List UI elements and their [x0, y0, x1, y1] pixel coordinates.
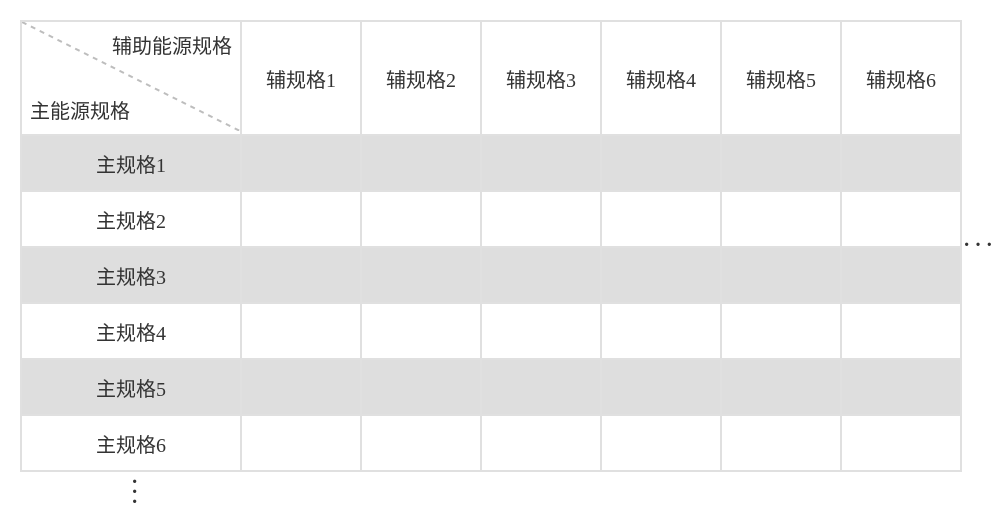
row-header: 主规格2 [21, 191, 241, 247]
cell [361, 303, 481, 359]
cell [481, 359, 601, 415]
cell [721, 303, 841, 359]
cell [721, 135, 841, 191]
col-header: 辅规格6 [841, 21, 961, 135]
cell [601, 135, 721, 191]
cell [241, 135, 361, 191]
table-row: 主规格1 [21, 135, 961, 191]
cell [361, 135, 481, 191]
more-rows-ellipsis-icon: ··· [130, 478, 980, 508]
cell [721, 415, 841, 471]
cell [241, 247, 361, 303]
corner-top-label: 辅助能源规格 [62, 30, 232, 59]
col-header: 辅规格3 [481, 21, 601, 135]
cell [241, 415, 361, 471]
cell [601, 359, 721, 415]
cell [481, 191, 601, 247]
row-header: 主规格5 [21, 359, 241, 415]
table-row: 主规格2 [21, 191, 961, 247]
col-header: 辅规格2 [361, 21, 481, 135]
cell [481, 247, 601, 303]
cell [841, 247, 961, 303]
corner-cell: 辅助能源规格 主能源规格 [21, 21, 241, 135]
row-header: 主规格6 [21, 415, 241, 471]
cell [841, 359, 961, 415]
table: 辅助能源规格 主能源规格 辅规格1 辅规格2 辅规格3 辅规格4 辅规格5 辅规… [20, 20, 962, 472]
row-header: 主规格4 [21, 303, 241, 359]
row-header: 主规格3 [21, 247, 241, 303]
cell [361, 359, 481, 415]
table-row: 主规格6 [21, 415, 961, 471]
col-header: 辅规格1 [241, 21, 361, 135]
row-header: 主规格1 [21, 135, 241, 191]
cell [481, 303, 601, 359]
cell [841, 303, 961, 359]
cell [361, 247, 481, 303]
cell [841, 135, 961, 191]
cell [241, 359, 361, 415]
corner-bottom-label: 主能源规格 [30, 95, 200, 124]
cell [481, 135, 601, 191]
table-row: 主规格4 [21, 303, 961, 359]
table-row: 主规格3 [21, 247, 961, 303]
cell [841, 191, 961, 247]
cell [241, 191, 361, 247]
cell [601, 247, 721, 303]
cell [361, 191, 481, 247]
cell [601, 191, 721, 247]
spec-matrix-table: 辅助能源规格 主能源规格 辅规格1 辅规格2 辅规格3 辅规格4 辅规格5 辅规… [20, 20, 980, 508]
table-header-row: 辅助能源规格 主能源规格 辅规格1 辅规格2 辅规格3 辅规格4 辅规格5 辅规… [21, 21, 961, 135]
cell [721, 359, 841, 415]
cell [721, 247, 841, 303]
cell [721, 191, 841, 247]
cell [841, 415, 961, 471]
cell [601, 415, 721, 471]
cell [361, 415, 481, 471]
col-header: 辅规格5 [721, 21, 841, 135]
col-header: 辅规格4 [601, 21, 721, 135]
cell [601, 303, 721, 359]
table-row: 主规格5 [21, 359, 961, 415]
more-columns-ellipsis-icon: ··· [962, 230, 996, 262]
cell [241, 303, 361, 359]
cell [481, 415, 601, 471]
